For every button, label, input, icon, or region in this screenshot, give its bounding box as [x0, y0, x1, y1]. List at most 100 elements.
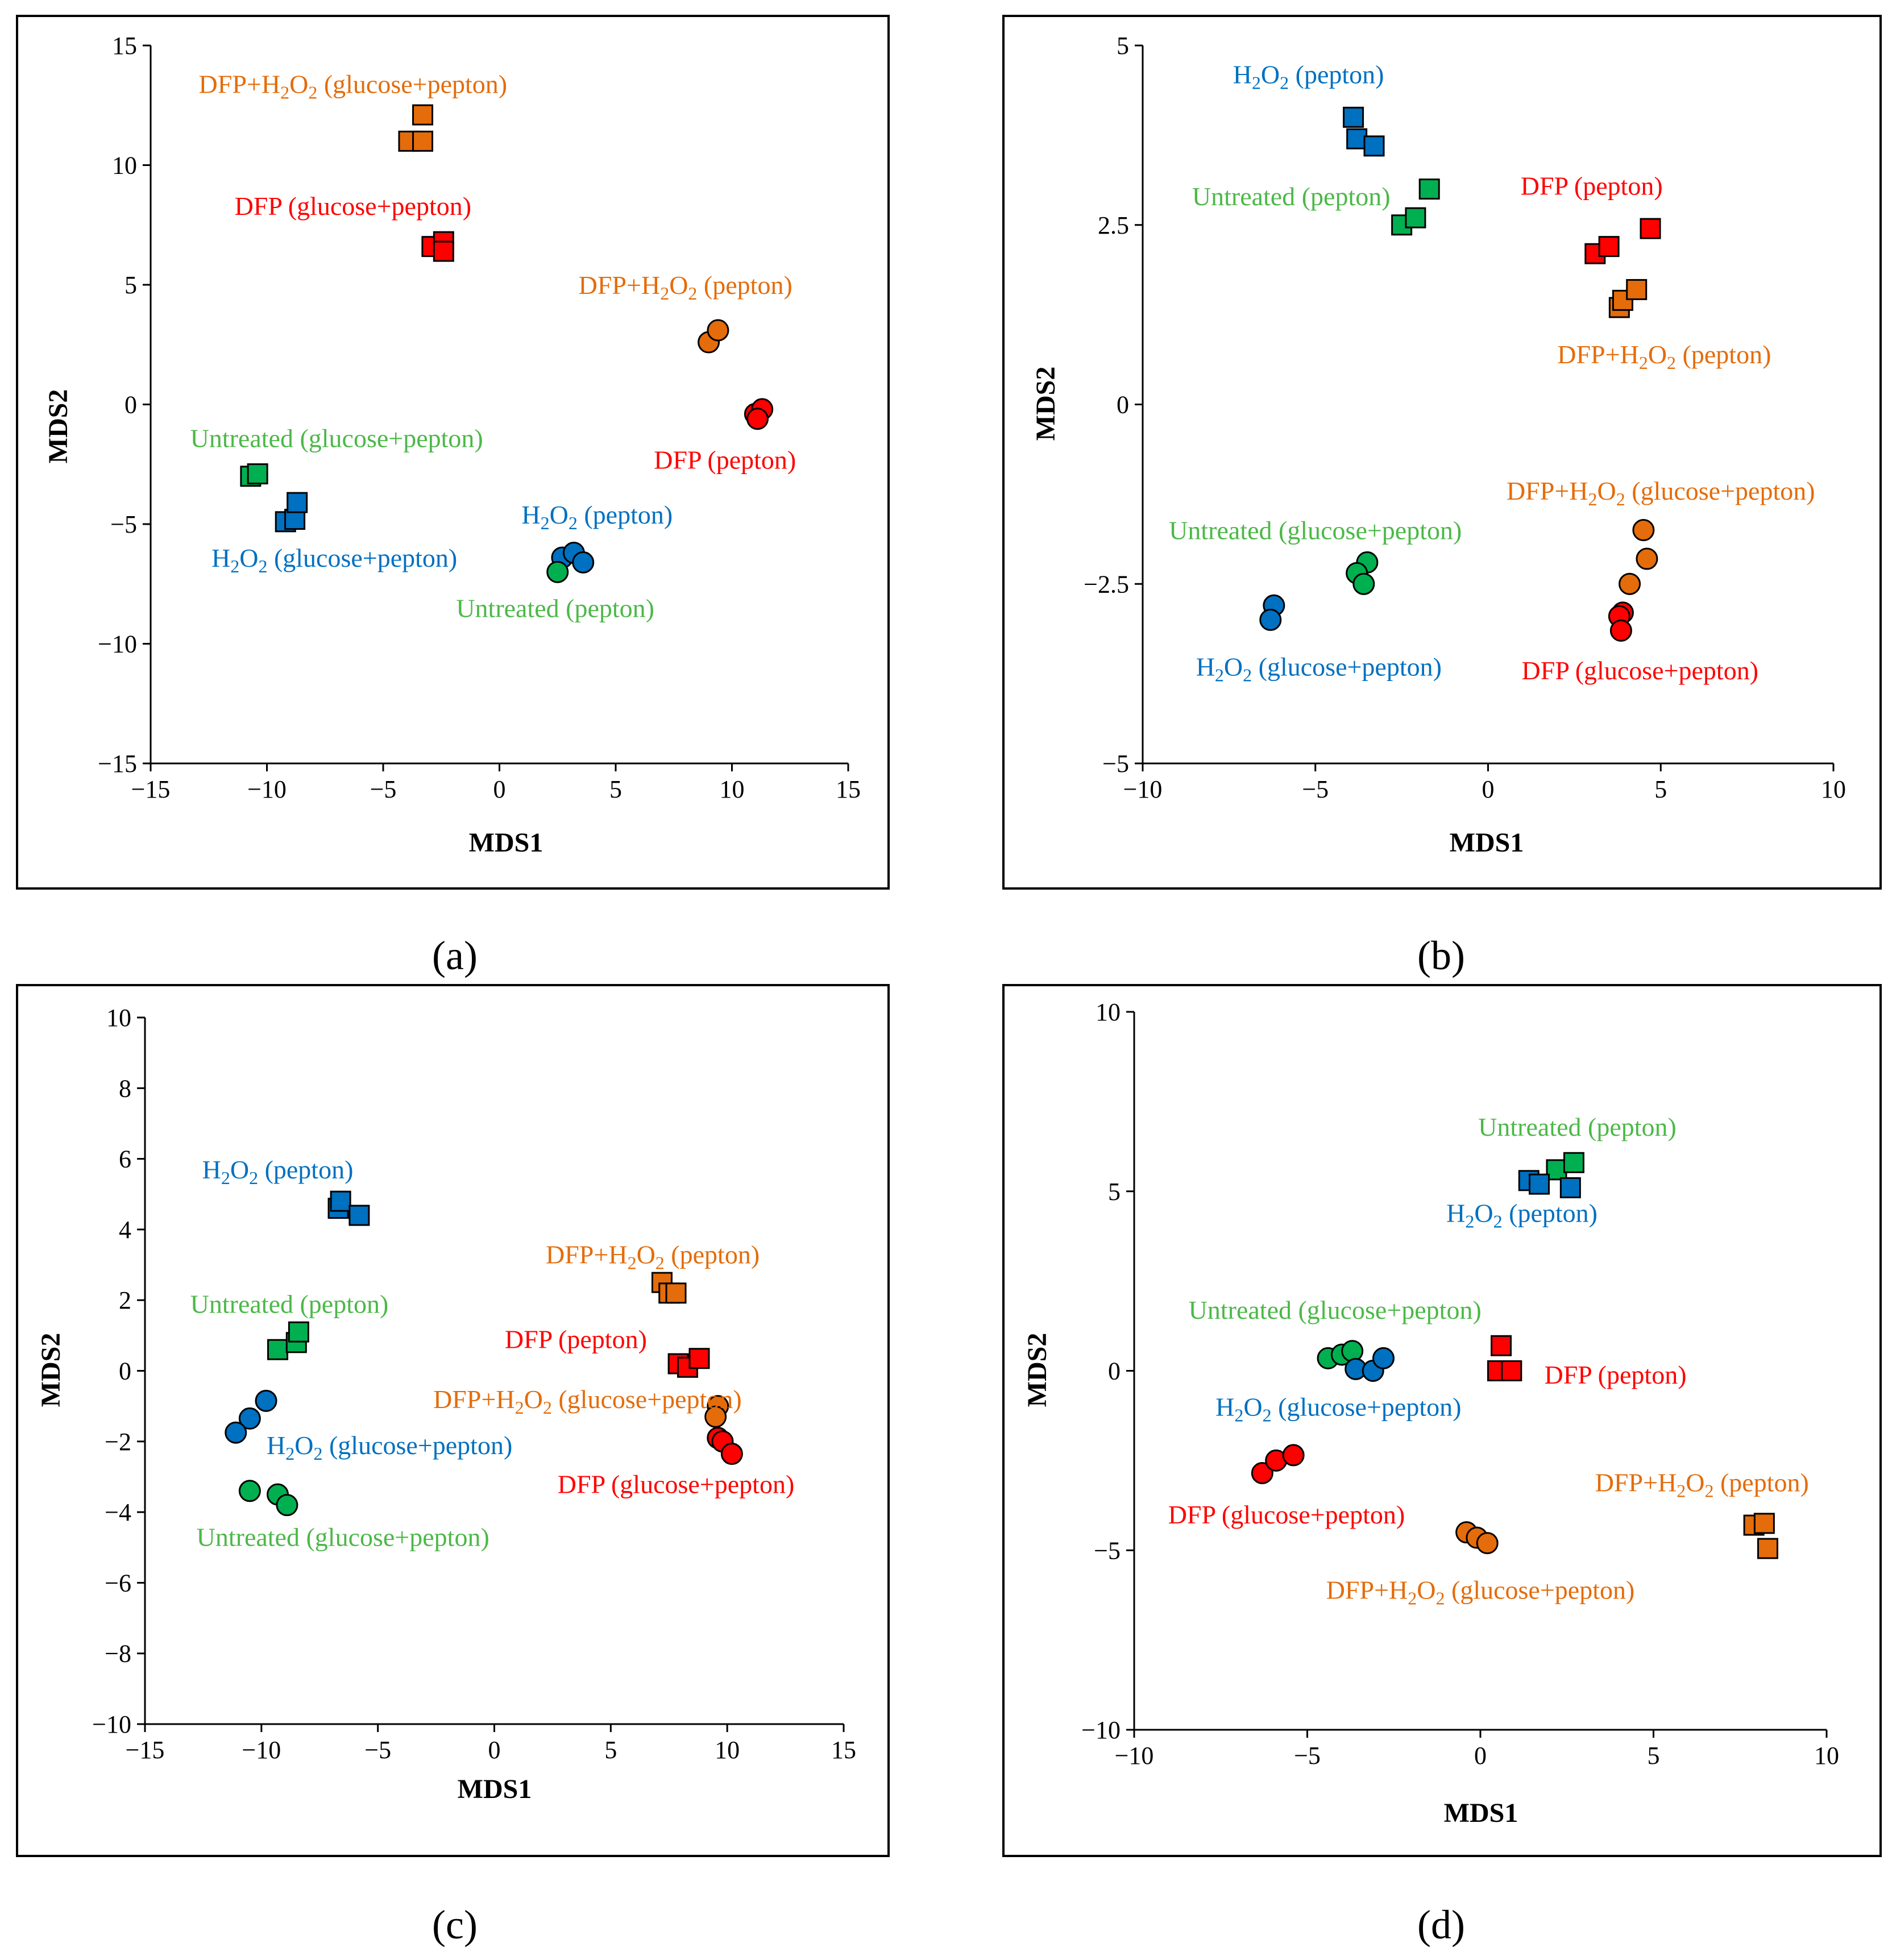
y-tick-label: 15 [112, 32, 137, 60]
series-h2o2-glucose-pepton- [1345, 1347, 1395, 1382]
panel-frame [16, 15, 890, 890]
panel-frame [1002, 984, 1882, 1857]
x-axis-title: MDS1 [458, 1774, 532, 1804]
annotation-label: H2O2 (pepton) [1233, 60, 1384, 93]
y-tick-label: −5 [1102, 750, 1129, 778]
annotation-label: H2O2 (glucose+pepton) [1196, 652, 1442, 685]
x-tick-label: 0 [1474, 1742, 1487, 1770]
y-tick-label: 2.5 [1098, 211, 1129, 239]
circle-point [1632, 519, 1655, 542]
series-untreated-pepton- [1391, 178, 1440, 236]
annotation-label: H2O2 (glucose+pepton) [1215, 1393, 1461, 1426]
x-tick-label: 5 [609, 775, 622, 803]
x-tick-label: −10 [1123, 775, 1163, 803]
annotation-label: DFP (pepton) [654, 445, 796, 474]
square-point [433, 240, 454, 262]
square-point [1753, 1513, 1775, 1534]
annotation-label: DFP+H2O2 (pepton) [1595, 1468, 1809, 1501]
square-point [1559, 1177, 1581, 1198]
annotation-label: DFP (glucose+pepton) [235, 192, 471, 221]
circle-point [720, 1443, 743, 1465]
annotation-label: DFP (pepton) [1521, 171, 1663, 200]
annotation-label: H2O2 (pepton) [1446, 1199, 1597, 1232]
square-point [1529, 1173, 1550, 1195]
y-tick-label: −5 [110, 510, 137, 538]
annotation-label: H2O2 (glucose+pepton) [211, 543, 457, 576]
circle-point [238, 1480, 261, 1502]
series-dfp-h2o2-pepton- [1743, 1513, 1778, 1559]
panel-a: −15 −10 −5 0 5 10 15 −15 −10 −5 0 5 10 15 MDS1 MDS2 DFP+… [16, 15, 890, 978]
series-dfp-glucose-pepton- [1251, 1444, 1305, 1484]
circle-point [1609, 619, 1632, 642]
y-tick-label: 0 [119, 1357, 131, 1385]
annotation-label: DFP+H2O2 (glucose+pepton) [199, 69, 508, 102]
x-tick-label: −15 [131, 775, 171, 803]
square-point [1491, 1335, 1512, 1356]
series-untreated-pepton- [267, 1321, 309, 1360]
circle-point [1251, 1461, 1273, 1484]
y-tick-label: −10 [98, 630, 137, 658]
annotation-label: Untreated (glucose+pepton) [197, 1523, 489, 1552]
y-tick-label: 5 [1117, 32, 1129, 60]
annotation-label: DFP (glucose+pepton) [558, 1469, 794, 1498]
y-tick-label: −6 [105, 1569, 131, 1597]
y-axis-title: MDS2 [1031, 367, 1061, 441]
y-tick-label: 10 [106, 1004, 131, 1032]
x-tick-label: −15 [126, 1736, 165, 1764]
x-tick-label: 15 [831, 1736, 856, 1764]
circle-point [225, 1421, 247, 1444]
square-point [1640, 218, 1661, 239]
circle-point [1372, 1347, 1395, 1369]
square-point [267, 1339, 289, 1360]
y-tick-label: −10 [92, 1710, 131, 1738]
series-untreated-glucose-pepton- [1346, 551, 1379, 595]
series-h2o2-pepton- [327, 1190, 370, 1226]
y-tick-label: −2 [105, 1428, 131, 1456]
series-untreated-pepton- [1546, 1152, 1584, 1181]
x-tick-label: 0 [1482, 775, 1495, 803]
square-point [688, 1348, 710, 1369]
y-tick-label: −5 [1094, 1537, 1121, 1564]
x-tick-label: −5 [1302, 775, 1329, 803]
panel-caption: (d) [1417, 1902, 1465, 1947]
series-dfp-h2o2-pepton- [1608, 279, 1648, 318]
annotation-label: DFP (pepton) [1545, 1360, 1687, 1389]
series-untreated-glucose-pepton- [240, 463, 268, 487]
panel-caption: (c) [432, 1902, 478, 1947]
series-untreated-pepton- [546, 560, 569, 583]
circle-point [1259, 608, 1282, 631]
x-tick-label: 10 [720, 775, 745, 803]
circle-point [1476, 1532, 1499, 1555]
square-point [1546, 1159, 1567, 1181]
circle-point [1619, 572, 1641, 595]
circle-point [707, 319, 729, 342]
annotation-label: Untreated (glucose+pepton) [190, 423, 483, 452]
y-tick-label: −15 [98, 750, 137, 778]
annotation-label: Untreated (pepton) [190, 1289, 389, 1318]
circle-point [546, 560, 569, 583]
series-dfp-h2o2-pepton- [651, 1272, 687, 1304]
annotation-label: H2O2 (glucose+pepton) [267, 1431, 512, 1464]
x-tick-label: 5 [604, 1736, 617, 1764]
x-tick-label: 5 [1654, 775, 1667, 803]
square-point [1757, 1538, 1778, 1559]
x-tick-label: 10 [715, 1736, 740, 1764]
square-point [247, 463, 268, 485]
y-axis-title: MDS2 [43, 389, 73, 464]
circle-point [238, 1407, 261, 1430]
annotation-label: DFP+H2O2 (glucose+pepton) [433, 1385, 742, 1418]
x-tick-label: −10 [242, 1736, 281, 1764]
square-point [288, 1321, 309, 1343]
panel-caption: (a) [432, 933, 478, 978]
square-point [1598, 236, 1620, 258]
x-tick-label: 10 [1814, 1742, 1839, 1770]
annotation-label: Untreated (pepton) [456, 593, 654, 622]
y-tick-label: −2.5 [1084, 570, 1129, 598]
square-point [287, 492, 308, 513]
x-tick-label: −5 [370, 775, 397, 803]
annotation-label: Untreated (glucose+pepton) [1189, 1295, 1482, 1324]
square-point [1363, 135, 1385, 157]
annotation-label: Untreated (pepton) [1478, 1112, 1677, 1141]
